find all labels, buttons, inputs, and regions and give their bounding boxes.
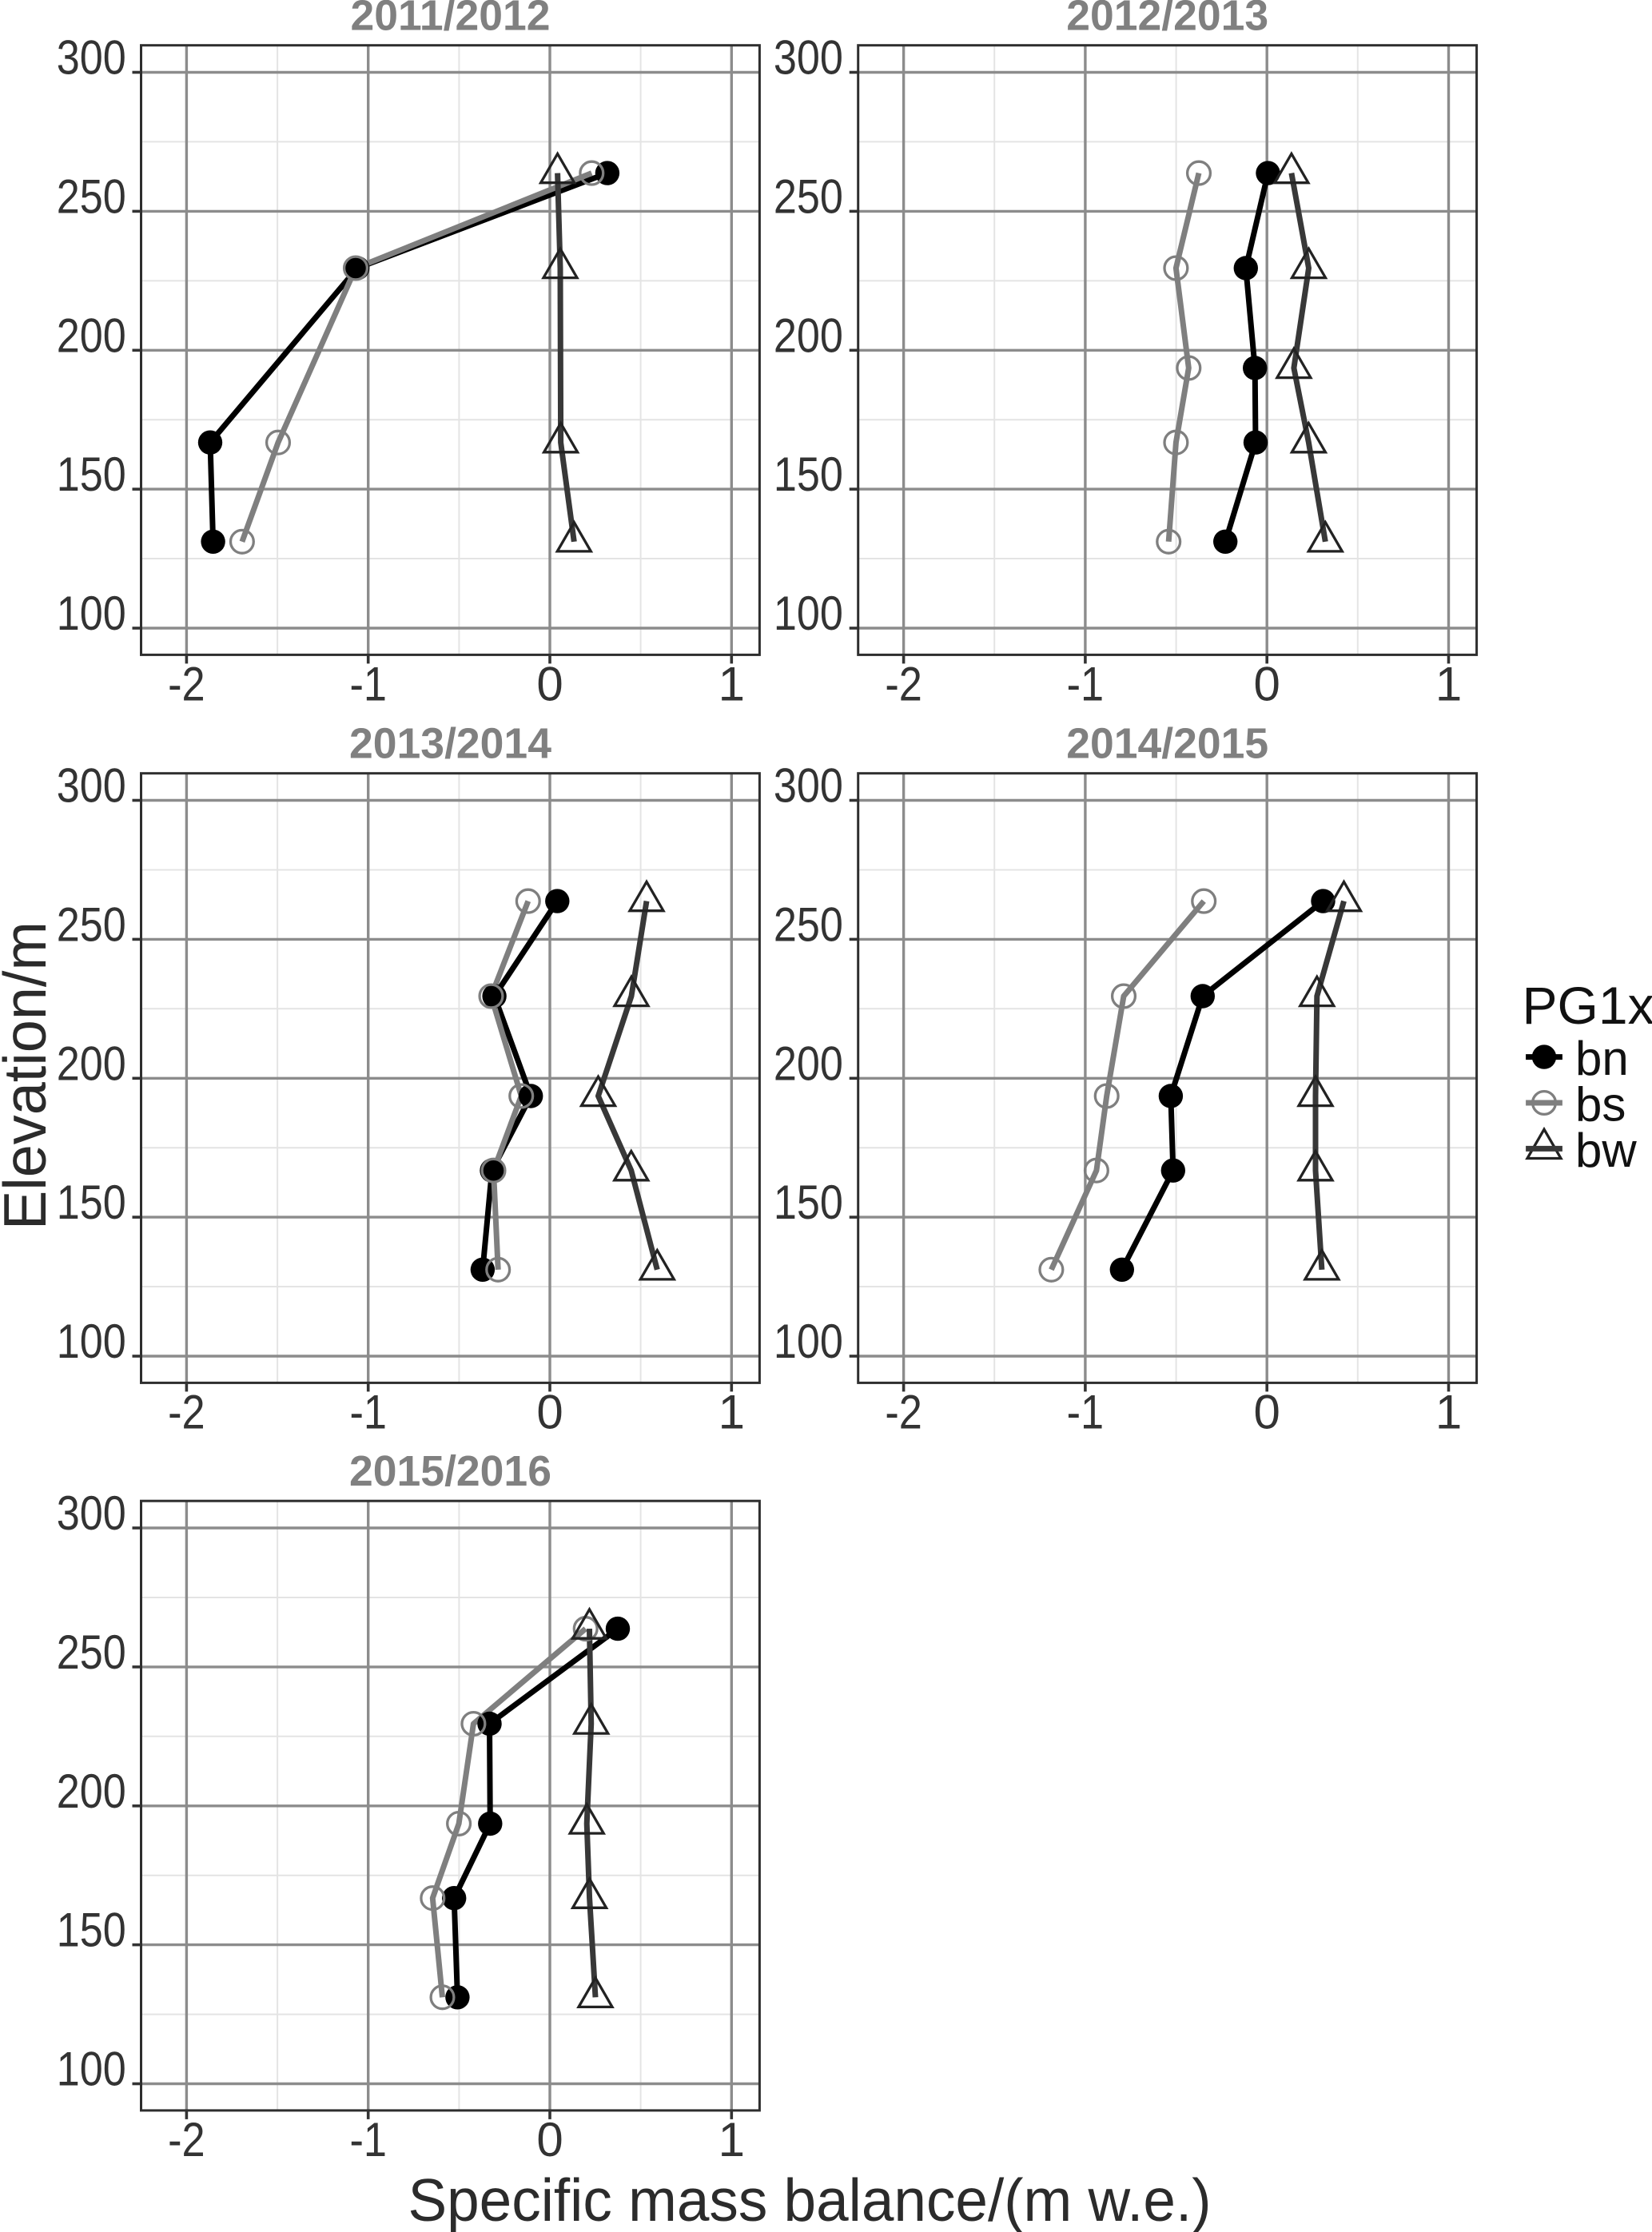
svg-text:150: 150 [774,448,843,501]
svg-text:150: 150 [57,448,126,501]
svg-text:2012/2013: 2012/2013 [1066,0,1268,40]
svg-text:-2: -2 [885,1386,922,1439]
svg-text:bw: bw [1575,1124,1637,1177]
svg-text:200: 200 [57,1765,126,1818]
svg-text:250: 250 [774,897,843,951]
svg-text:-2: -2 [168,658,205,711]
svg-text:2011/2012: 2011/2012 [351,0,551,40]
svg-text:200: 200 [774,308,843,362]
svg-text:-1: -1 [1067,658,1105,711]
svg-text:300: 300 [57,31,126,85]
svg-text:100: 100 [57,587,126,640]
svg-text:250: 250 [57,897,126,951]
svg-text:-1: -1 [349,2113,387,2166]
svg-text:Elevation/m: Elevation/m [0,921,58,1230]
svg-text:0: 0 [1254,1386,1280,1439]
svg-text:300: 300 [57,1486,126,1540]
svg-text:1: 1 [719,658,745,711]
svg-text:PG1x: PG1x [1523,976,1652,1035]
svg-text:100: 100 [57,2043,126,2096]
svg-text:1: 1 [1435,1386,1462,1439]
svg-text:0: 0 [536,2113,563,2166]
svg-text:200: 200 [774,1036,843,1090]
svg-text:100: 100 [774,1315,843,1368]
svg-text:-1: -1 [349,658,387,711]
svg-text:0: 0 [1254,658,1280,711]
svg-text:-2: -2 [885,658,922,711]
svg-text:150: 150 [774,1176,843,1229]
svg-text:1: 1 [719,1386,745,1439]
svg-text:2014/2015: 2014/2015 [1066,721,1268,768]
svg-text:-2: -2 [168,1386,205,1439]
svg-text:150: 150 [57,1904,126,1957]
svg-text:300: 300 [774,759,843,813]
svg-text:250: 250 [57,1625,126,1679]
svg-text:300: 300 [57,759,126,813]
svg-text:100: 100 [57,1315,126,1368]
svg-text:0: 0 [536,1386,563,1439]
svg-text:-2: -2 [168,2113,205,2166]
svg-text:200: 200 [57,1036,126,1090]
svg-text:2015/2016: 2015/2016 [349,1448,551,1495]
svg-text:300: 300 [774,31,843,85]
svg-text:200: 200 [57,308,126,362]
svg-text:100: 100 [774,587,843,640]
svg-text:bn: bn [1575,1032,1629,1085]
svg-text:2013/2014: 2013/2014 [349,721,551,768]
svg-text:150: 150 [57,1176,126,1229]
svg-text:0: 0 [536,658,563,711]
svg-text:-1: -1 [1067,1386,1105,1439]
svg-text:Specific mass balance/(m w.e.): Specific mass balance/(m w.e.) [408,2166,1212,2232]
svg-text:1: 1 [1435,658,1462,711]
svg-text:250: 250 [57,169,126,223]
svg-text:250: 250 [774,169,843,223]
svg-text:1: 1 [719,2113,745,2166]
svg-text:bs: bs [1575,1078,1626,1132]
svg-text:-1: -1 [349,1386,387,1439]
